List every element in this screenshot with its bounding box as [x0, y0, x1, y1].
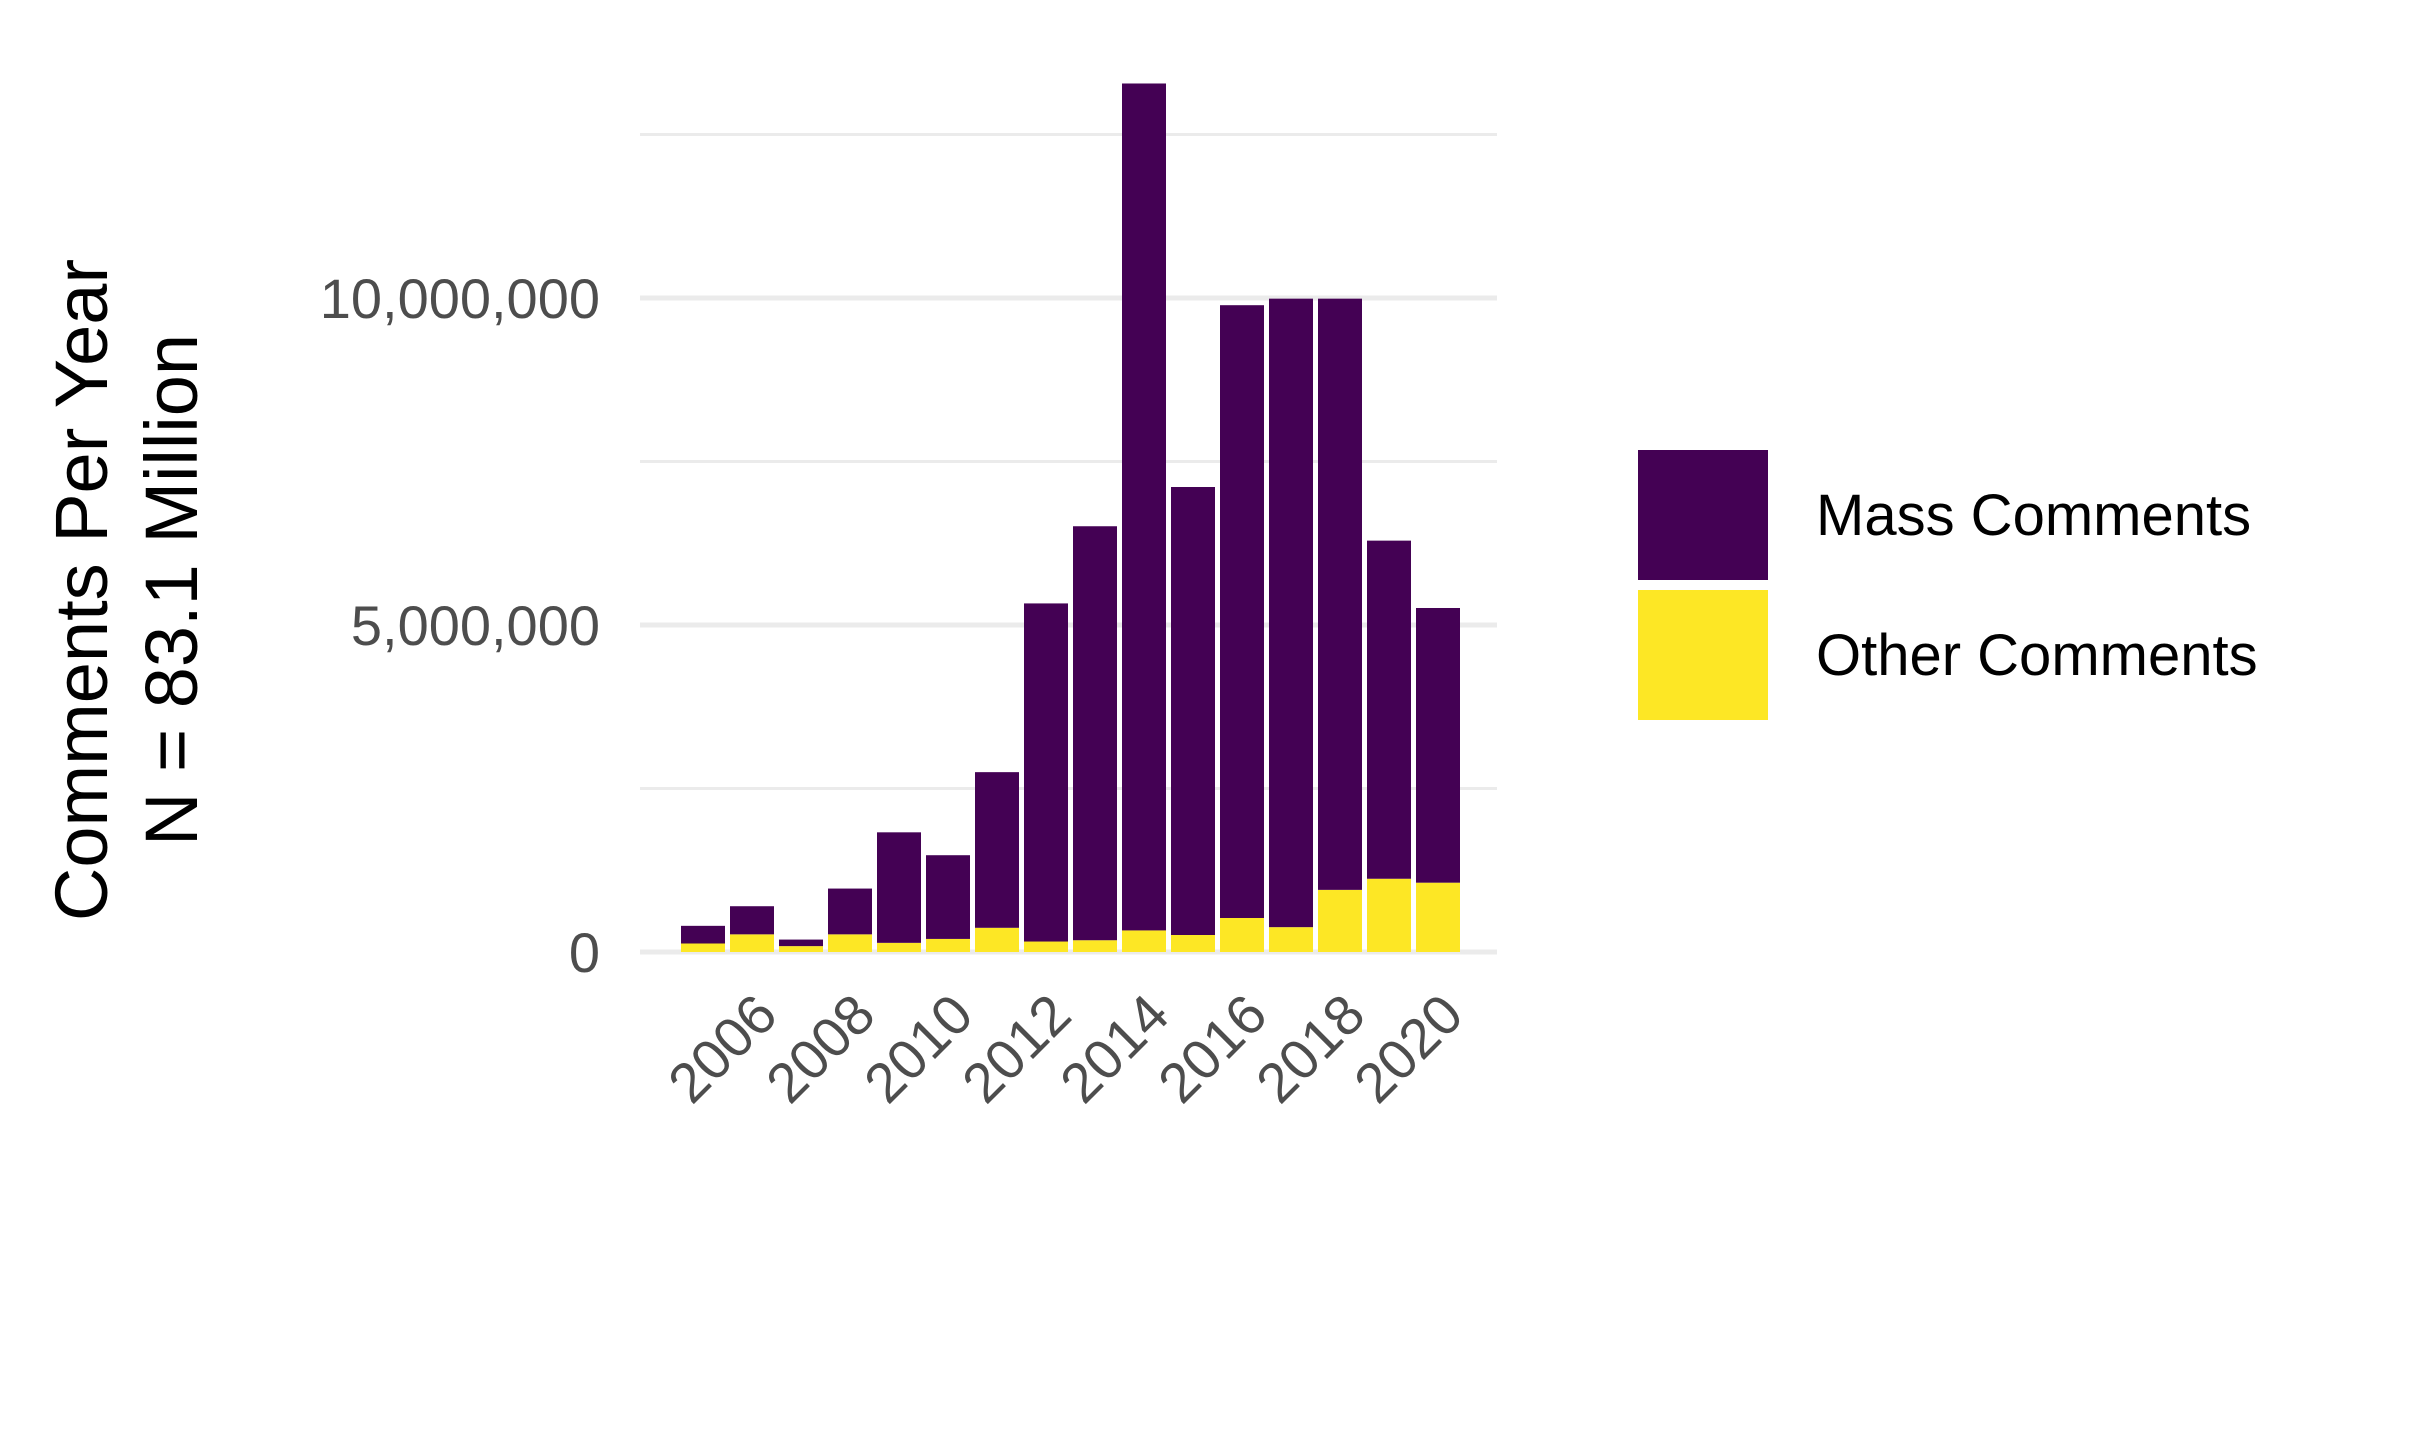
bar-mass-comments-2012 [1024, 603, 1068, 942]
x-tick-label: 2014 [1048, 982, 1181, 1115]
bar-other-comments-2018 [1318, 889, 1362, 952]
bar-mass-comments-2016 [1220, 305, 1264, 918]
bar-mass-comments-2005 [681, 925, 725, 944]
bar-other-comments-2005 [681, 943, 725, 952]
bar-other-comments-2006 [730, 934, 774, 952]
legend: Mass Comments Other Comments [1638, 450, 2258, 720]
x-tick-label: 2020 [1342, 982, 1475, 1115]
bar-mass-comments-2019 [1367, 540, 1411, 879]
bar-other-comments-2012 [1024, 941, 1068, 952]
bar-mass-comments-2017 [1269, 298, 1313, 928]
bar-mass-comments-2014 [1122, 83, 1166, 931]
bar-other-comments-2008 [828, 934, 872, 952]
y-tick-label: 5,000,000 [351, 594, 600, 657]
bars [681, 83, 1460, 952]
bar-mass-comments-2008 [828, 888, 872, 935]
bar-other-comments-2014 [1122, 930, 1166, 952]
y-axis-title: Comments Per Year N = 83.1 Million [40, 259, 213, 921]
bar-mass-comments-2015 [1171, 487, 1215, 935]
bar-mass-comments-2006 [730, 906, 774, 935]
x-tick-label: 2010 [852, 982, 985, 1115]
bar-mass-comments-2018 [1318, 298, 1362, 890]
x-tick-label: 2008 [754, 982, 887, 1115]
bar-other-comments-2019 [1367, 878, 1411, 952]
bar-mass-comments-2013 [1073, 526, 1117, 941]
bar-other-comments-2011 [975, 927, 1019, 952]
y-axis-title-line: Comments Per Year [40, 259, 123, 921]
bar-other-comments-2009 [877, 942, 921, 952]
y-tick-labels: 0 5,000,000 10,000,000 [320, 267, 600, 984]
legend-label: Other Comments [1816, 623, 2258, 688]
bar-mass-comments-2011 [975, 772, 1019, 928]
bar-mass-comments-2010 [926, 855, 970, 939]
bar-mass-comments-2007 [779, 939, 823, 947]
bar-other-comments-2017 [1269, 927, 1313, 952]
bar-other-comments-2013 [1073, 940, 1117, 952]
bar-other-comments-2010 [926, 938, 970, 952]
y-tick-label: 0 [569, 921, 600, 984]
bar-other-comments-2007 [779, 946, 823, 952]
legend-swatch [1638, 450, 1768, 580]
x-tick-label: 2018 [1244, 982, 1377, 1115]
x-tick-label: 2006 [656, 982, 789, 1115]
legend-label: Mass Comments [1816, 483, 2251, 548]
y-axis-title-line: N = 83.1 Million [130, 334, 213, 846]
bar-mass-comments-2020 [1416, 607, 1460, 883]
bar-other-comments-2015 [1171, 934, 1215, 952]
bar-other-comments-2020 [1416, 882, 1460, 952]
y-tick-label: 10,000,000 [320, 267, 600, 330]
bar-other-comments-2016 [1220, 917, 1264, 952]
x-tick-label: 2016 [1146, 982, 1279, 1115]
x-tick-label: 2012 [950, 982, 1083, 1115]
legend-swatch [1638, 590, 1768, 720]
bar-mass-comments-2009 [877, 832, 921, 943]
